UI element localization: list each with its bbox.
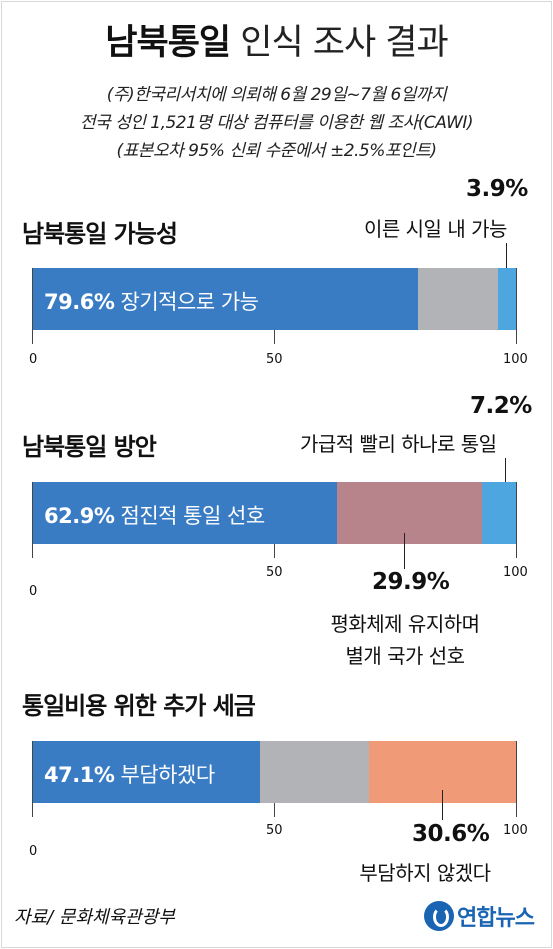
yonhap-logo: 연합뉴스 <box>424 899 535 933</box>
chart3-tick-100 <box>516 741 517 817</box>
page-title: 남북통일 인식 조사 결과 <box>0 14 553 65</box>
chart2-tick-100 <box>516 482 517 558</box>
chart1-tick-label-50: 50 <box>266 352 283 367</box>
chart2-tick-50 <box>274 544 275 558</box>
chart3-segment-2 <box>260 741 369 803</box>
chart1-tick-100 <box>516 268 517 344</box>
chart2-segment-2 <box>337 482 483 544</box>
chart2-bottom-annotation-value: 29.9% <box>372 569 450 595</box>
chart3-tick-0 <box>32 741 33 817</box>
chart3-bar-label: 47.1% 부담하겠다 <box>44 759 215 789</box>
source-credit: 자료/ 문화체육관광부 <box>14 907 175 928</box>
chart2-tick-label-0: 0 <box>29 584 38 599</box>
title-light: 인식 조사 결과 <box>240 23 448 63</box>
chart3-bar <box>32 741 517 803</box>
chart1-tick-50 <box>274 330 275 344</box>
chart1-annotation-text: 이른 시일 내 가능 <box>364 217 507 241</box>
chart2-tick-label-100: 100 <box>503 565 528 580</box>
chart2-annotation-value: 7.2% <box>470 393 532 419</box>
subtitle-line-3: (표본오차 95% 신뢰 수준에서 ±2.5%포인트) <box>116 141 437 161</box>
chart1-bar <box>32 268 517 330</box>
chart1-seg-name: 장기적으로 가능 <box>120 290 259 314</box>
chart1-bar-label: 79.6% 장기적으로 가능 <box>44 286 259 316</box>
chart2-bar-label: 62.9% 점진적 통일 선호 <box>44 500 265 530</box>
chart2-tick-label-50: 50 <box>266 565 283 580</box>
chart2-tick-0 <box>32 482 33 558</box>
chart2-annotation-text: 가급적 빨리 하나로 통일 <box>300 432 497 456</box>
chart1-tick-label-0: 0 <box>29 352 38 367</box>
chart3-seg-name: 부담하겠다 <box>120 763 216 787</box>
chart1-tick-0 <box>32 268 33 344</box>
chart1-pct: 79.6% <box>44 290 115 314</box>
chart3-segment-1 <box>32 741 261 803</box>
chart2-title: 남북통일 방안 <box>22 433 157 461</box>
chart3-tick-label-0: 0 <box>29 844 38 859</box>
chart1-segment-3 <box>498 268 517 330</box>
chart3-bottom-annotation-text: 부담하지 않겠다 <box>359 861 491 885</box>
chart3-pct: 47.1% <box>44 763 115 787</box>
chart3-tick-label-50: 50 <box>266 823 283 838</box>
chart3-bottom-annotation-value: 30.6% <box>412 821 490 847</box>
chart2-leader-line <box>505 458 506 493</box>
chart1-segment-2 <box>418 268 499 330</box>
chart2-pct: 62.9% <box>44 504 115 528</box>
chart2-bottom-annotation-line1: 평화체제 유지하며 <box>330 612 480 636</box>
chart2-seg-name: 점진적 통일 선호 <box>120 504 266 528</box>
subtitle-line-2: 전국 성인 1,521명 대상 컴퓨터를 이용한 웹 조사(CAWI) <box>79 113 474 133</box>
chart2-bottom-annotation-line2: 별개 국가 선호 <box>345 644 465 668</box>
chart3-title: 통일비용 위한 추가 세금 <box>22 692 256 720</box>
yonhap-logo-text: 연합뉴스 <box>457 906 535 931</box>
chart3-tick-50 <box>274 803 275 817</box>
chart1-title: 남북통일 가능성 <box>22 220 178 248</box>
chart2-segment-1 <box>32 482 338 544</box>
chart3-bottom-leader-line <box>442 790 443 820</box>
yonhap-logo-icon <box>424 901 454 931</box>
chart3-tick-label-100: 100 <box>503 823 528 838</box>
chart1-tick-label-100: 100 <box>503 352 528 367</box>
subtitle-line-1: (주)한국리서치에 의뢰해 6월 29일~7월 6일까지 <box>106 85 447 105</box>
chart2-bottom-leader-line <box>404 533 405 569</box>
title-bold: 남북통일 <box>105 23 231 63</box>
chart1-leader-line <box>506 243 507 280</box>
chart1-segment-1 <box>32 268 419 330</box>
chart1-annotation-value: 3.9% <box>466 176 528 202</box>
chart2-segment-3 <box>482 482 517 544</box>
chart2-bar <box>32 482 517 544</box>
